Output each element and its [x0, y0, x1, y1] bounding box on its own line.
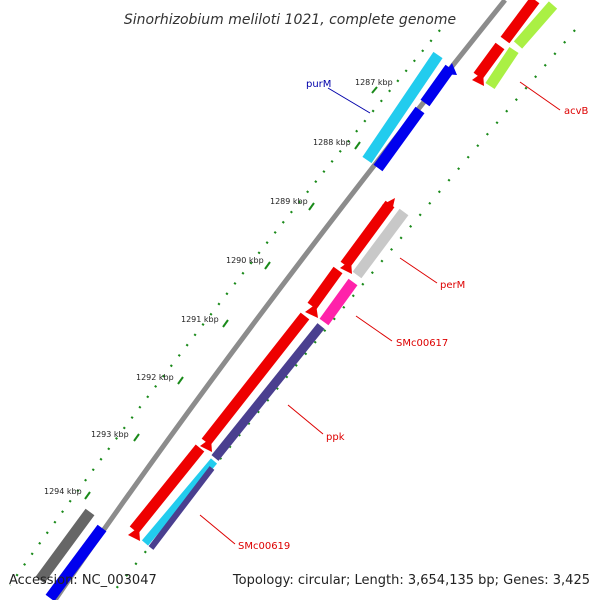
feature-red-mid-2: [307, 266, 343, 310]
tick-mark: [133, 433, 140, 442]
gene-label-purM[interactable]: purM: [306, 79, 331, 90]
feature-red-ppk: [201, 312, 310, 446]
arrowhead: [472, 72, 484, 86]
gc-skew-ring: [114, 29, 576, 591]
leader-line-acvB: [519, 81, 561, 111]
arrowhead: [340, 260, 352, 274]
leader-line-SMc00619: [199, 514, 236, 545]
feature-tracks: [35, 0, 558, 600]
tick-mark: [222, 319, 229, 328]
tick-label: 1287 kbp: [355, 78, 393, 87]
feature-lime-acvB: [513, 1, 558, 49]
arrowheads: [128, 63, 484, 541]
feature-pink-SMc00617: [319, 278, 358, 326]
gene-label-SMc00617[interactable]: SMc00617: [396, 338, 448, 349]
arrowhead: [444, 63, 457, 75]
feature-red-top-2: [473, 42, 505, 80]
map-title: Sinorhizobium meliloti 1021, complete ge…: [124, 12, 456, 28]
gene-label-SMc00619[interactable]: SMc00619: [238, 541, 290, 552]
feature-slate-ppk: [211, 323, 325, 461]
leader-line-SMc00617: [355, 315, 393, 342]
feature-cyan-purM: [362, 51, 443, 164]
tick-label: 1289 kbp: [270, 197, 308, 206]
feature-lime-acvB-2: [485, 46, 519, 90]
genome-summary-text: Topology: circular; Length: 3,654,135 bp…: [232, 573, 590, 588]
tick-label: 1291 kbp: [181, 315, 219, 324]
tick-ring-outer: [9, 29, 441, 586]
leader-line-purM: [327, 87, 371, 114]
tick-mark: [354, 141, 361, 150]
leader-line-ppk: [287, 404, 324, 435]
tick-label: 1288 kbp: [313, 138, 351, 147]
feature-blue-bottom: [45, 524, 107, 600]
feature-slate-SMc00619: [148, 466, 215, 550]
feature-darkgrey-bottom: [35, 508, 95, 584]
feature-red-top-1: [500, 0, 540, 44]
tick-mark: [371, 86, 378, 94]
leader-line-perM: [399, 257, 438, 284]
gene-label-perM[interactable]: perM: [440, 280, 465, 291]
tick-label: 1293 kbp: [91, 430, 129, 439]
gene-label-ppk[interactable]: ppk: [326, 432, 345, 443]
accession-text: Accession: NC_003047: [9, 573, 157, 588]
feature-blue-top-2: [373, 106, 425, 172]
arrowhead: [305, 304, 318, 318]
tick-label: 1290 kbp: [226, 256, 264, 265]
feature-red-mid-1: [340, 200, 395, 269]
gene-label-acvB[interactable]: acvB: [564, 106, 589, 117]
tick-label: 1294 kbp: [44, 487, 82, 496]
tick-marks: [84, 86, 378, 500]
feature-red-low: [129, 444, 205, 534]
arrowhead: [128, 527, 140, 541]
tick-mark: [308, 202, 315, 211]
feature-grey-perM: [352, 208, 409, 279]
feature-cyan-SMc00619: [141, 458, 218, 546]
tick-mark: [177, 376, 184, 385]
arrowhead: [382, 198, 395, 211]
tick-mark: [264, 261, 271, 270]
tick-mark: [84, 491, 91, 500]
tick-label: 1292 kbp: [136, 373, 174, 382]
arrowhead: [200, 438, 212, 452]
